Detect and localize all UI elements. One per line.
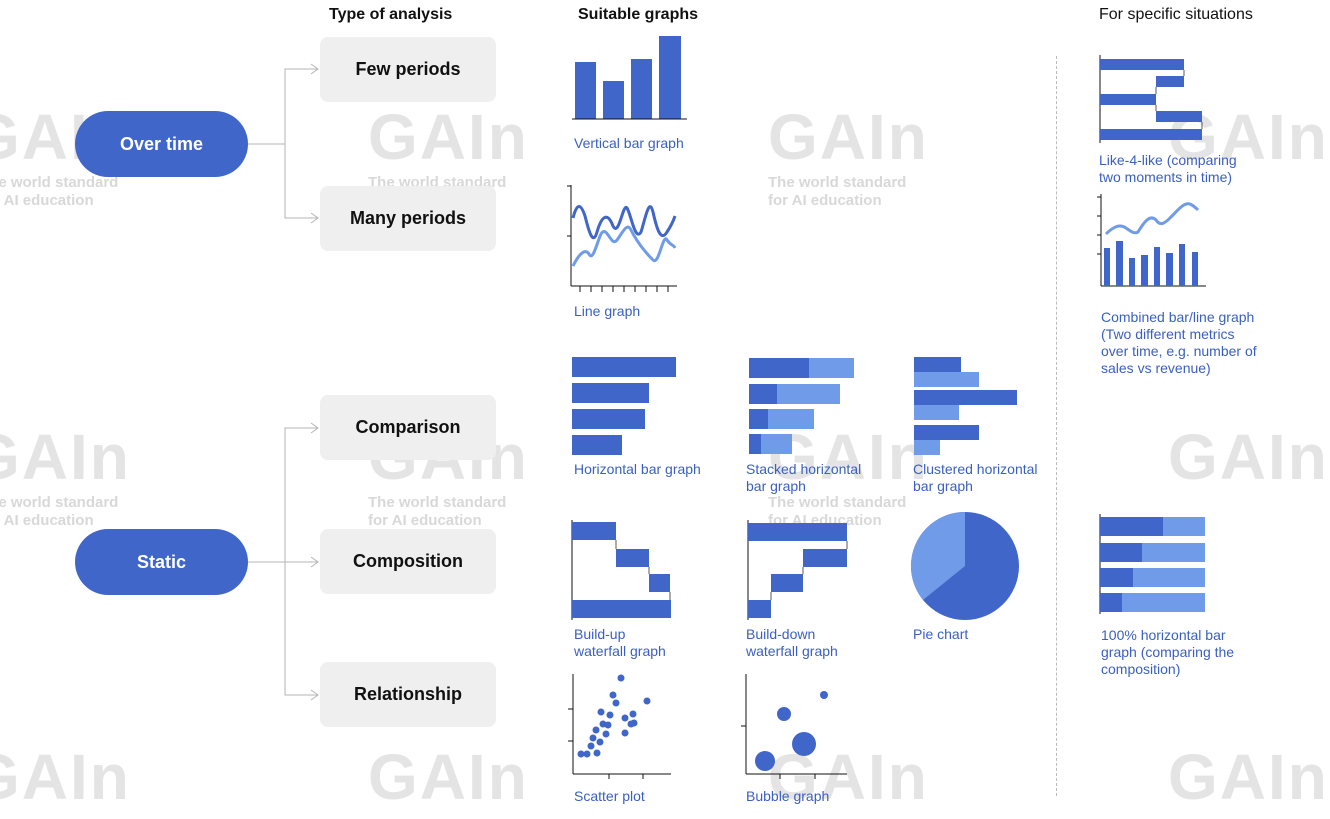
watermark-logo: GAIn (768, 421, 929, 493)
category-over-time: Over time (75, 111, 248, 177)
caption-scatter: Scatter plot (574, 788, 645, 804)
combined-bar-line-graph-icon (1097, 194, 1206, 287)
like-4-like-graph-icon (1099, 55, 1203, 143)
line-graph-icon (567, 185, 677, 292)
caption-horizontal-bar: Horizontal bar graph (574, 461, 701, 477)
watermark-tagline: The world standard for AI education (768, 174, 907, 209)
caption-buildup-waterfall: Build-up waterfall graph (574, 626, 666, 659)
caption-line: Line graph (574, 303, 641, 319)
caption-stacked-horizontal: Stacked horizontal bar graph (746, 461, 862, 494)
bubble-graph-icon (741, 674, 847, 779)
caption-clustered-horizontal: Clustered horizontal bar graph (913, 461, 1038, 494)
caption-100-percent: 100% horizontal bar graph (comparing the… (1101, 627, 1235, 677)
pie-chart-icon (910, 511, 1019, 620)
100-percent-horizontal-bar-graph-icon (1099, 514, 1205, 614)
section-divider (1056, 56, 1057, 796)
category-static: Static (75, 529, 248, 595)
caption-like-4-like: Like-4-like (comparing two moments in ti… (1099, 152, 1237, 185)
watermark-tagline: The world standard for AI education (368, 494, 507, 529)
watermark-logo: GAIn (368, 101, 529, 173)
analysis-composition: Composition (320, 529, 496, 594)
clustered-horizontal-bar-graph-icon (914, 357, 1017, 455)
analysis-comparison: Comparison (320, 395, 496, 460)
build-down-waterfall-graph-icon (747, 520, 848, 620)
header-specific-situations: For specific situations (1099, 6, 1253, 23)
build-up-waterfall-graph-icon (571, 520, 671, 620)
scatter-plot-icon (568, 674, 671, 779)
caption-combined: Combined bar/line graph (Two different m… (1101, 309, 1257, 376)
analysis-relationship: Relationship (320, 662, 496, 727)
watermark-logo: GAIn (768, 741, 929, 813)
caption-pie: Pie chart (913, 626, 969, 642)
horizontal-bar-graph-icon (572, 357, 676, 455)
watermark-logo: GAIn (0, 741, 131, 813)
caption-builddown-waterfall: Build-down waterfall graph (746, 626, 838, 659)
watermark-logo: GAIn (1168, 741, 1329, 813)
watermark-tagline: The world standard for AI education (0, 174, 119, 209)
analysis-many-periods: Many periods (320, 186, 496, 251)
watermark-logo: GAIn (768, 101, 929, 173)
analysis-few-periods: Few periods (320, 37, 496, 102)
header-type-of-analysis: Type of analysis (329, 6, 453, 23)
caption-bubble: Bubble graph (746, 788, 830, 804)
watermark-tagline: The world standard for AI education (0, 494, 119, 529)
vertical-bar-graph-icon (572, 36, 687, 120)
watermark-logo: GAIn (0, 421, 131, 493)
header-suitable-graphs: Suitable graphs (578, 6, 699, 23)
caption-vertical-bar: Vertical bar graph (574, 135, 684, 151)
watermark-logo: GAIn (368, 741, 529, 813)
stacked-horizontal-bar-graph-icon (749, 358, 854, 454)
watermark-logo: GAIn (1168, 421, 1329, 493)
